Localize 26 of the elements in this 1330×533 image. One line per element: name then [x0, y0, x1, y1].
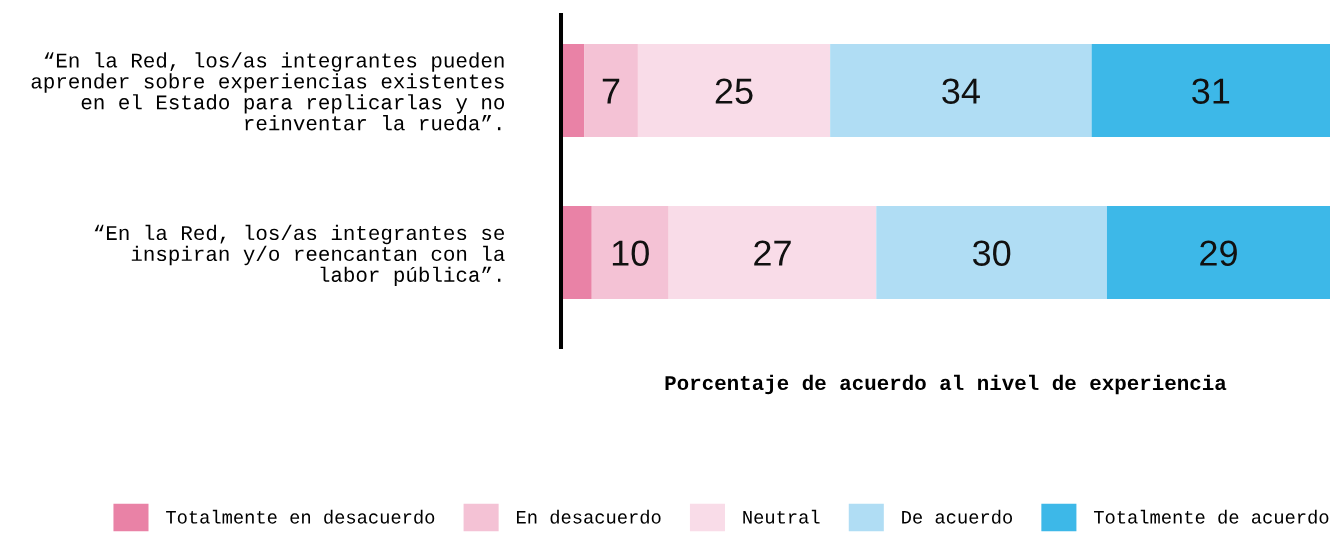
data-label: 27: [754, 240, 791, 266]
bar: [561, 206, 592, 300]
legend-label: En desacuerdo: [517, 509, 661, 524]
data-label: 7: [602, 78, 620, 104]
data-label: 34: [942, 78, 980, 104]
data-label: 30: [972, 240, 1011, 266]
bar: [591, 206, 669, 300]
legend-label: De acuerdo: [902, 509, 1013, 524]
bar: [876, 206, 1107, 300]
y-tick-label: “En la Red, los/as integrantes pueden aprender sobre experiencias existentes en el Estado para replicarlas y no reinventar la rueda”.: [31, 52, 505, 131]
bar: [1106, 206, 1330, 300]
x-axis-title: Porcentaje de acuerdo al nivel de experiencia: [665, 374, 1227, 395]
y-tick-label: “En la Red, los/as integrantes se inspiran y/o reencantan con la labor pública”.: [94, 224, 505, 287]
bar: [584, 44, 638, 138]
data-label: 25: [715, 78, 753, 104]
data-label: 29: [1200, 240, 1237, 266]
legend-label: Neutral: [743, 509, 820, 524]
data-label: 10: [612, 240, 649, 266]
bar: [1091, 44, 1330, 138]
legend-label: Totalmente de acuerdo: [1093, 509, 1329, 524]
bar: [668, 206, 877, 300]
legend-label: Totalmente en desacuerdo: [166, 509, 435, 524]
data-label: 31: [1192, 78, 1230, 104]
bar: [830, 44, 1092, 138]
bar: [637, 44, 831, 138]
bar: [561, 44, 585, 138]
